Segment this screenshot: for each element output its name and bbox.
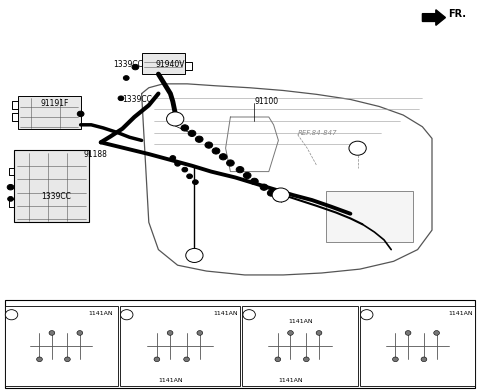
Circle shape bbox=[64, 357, 70, 362]
Text: b: b bbox=[355, 144, 360, 153]
Text: b: b bbox=[125, 312, 129, 317]
Circle shape bbox=[243, 172, 251, 179]
Text: 1141AN: 1141AN bbox=[213, 312, 238, 316]
Circle shape bbox=[236, 167, 244, 173]
Bar bbox=[326, 191, 413, 242]
Text: REF.84-847: REF.84-847 bbox=[298, 129, 337, 136]
Text: d: d bbox=[278, 190, 283, 200]
Text: 91191F: 91191F bbox=[41, 99, 69, 108]
Circle shape bbox=[205, 142, 213, 148]
Circle shape bbox=[195, 136, 203, 142]
Circle shape bbox=[77, 331, 83, 335]
Circle shape bbox=[434, 331, 440, 335]
Text: 1339CC: 1339CC bbox=[122, 95, 152, 104]
Text: a: a bbox=[10, 312, 13, 317]
Circle shape bbox=[8, 197, 13, 201]
Circle shape bbox=[49, 331, 55, 335]
Circle shape bbox=[170, 156, 176, 160]
Circle shape bbox=[192, 180, 198, 184]
Circle shape bbox=[181, 125, 189, 131]
Text: 1141AN: 1141AN bbox=[288, 319, 312, 324]
Bar bbox=[142, 53, 185, 74]
Text: 1141AN: 1141AN bbox=[158, 378, 183, 383]
Circle shape bbox=[174, 119, 181, 125]
Circle shape bbox=[123, 76, 129, 80]
Circle shape bbox=[118, 96, 124, 101]
Circle shape bbox=[182, 167, 188, 172]
Circle shape bbox=[316, 331, 322, 335]
Circle shape bbox=[227, 160, 234, 166]
Circle shape bbox=[360, 310, 373, 320]
Circle shape bbox=[167, 331, 173, 335]
Circle shape bbox=[288, 331, 293, 335]
Bar bbox=[5, 306, 118, 386]
Circle shape bbox=[275, 195, 282, 201]
Circle shape bbox=[36, 357, 42, 362]
Circle shape bbox=[187, 174, 192, 179]
Text: a: a bbox=[173, 114, 178, 124]
Circle shape bbox=[77, 111, 84, 117]
Text: 91188: 91188 bbox=[84, 149, 108, 159]
Circle shape bbox=[154, 357, 160, 362]
Bar bbox=[18, 96, 81, 129]
Circle shape bbox=[260, 184, 268, 190]
Circle shape bbox=[219, 154, 227, 160]
Circle shape bbox=[251, 178, 258, 184]
Bar bbox=[360, 306, 475, 386]
Text: 91100: 91100 bbox=[254, 97, 278, 106]
Circle shape bbox=[212, 148, 220, 154]
Text: FR.: FR. bbox=[448, 9, 466, 20]
Text: d: d bbox=[365, 312, 369, 317]
Circle shape bbox=[120, 310, 133, 320]
Circle shape bbox=[167, 112, 184, 126]
Text: 1141AN: 1141AN bbox=[88, 312, 113, 316]
Circle shape bbox=[175, 161, 180, 166]
Text: 91940V: 91940V bbox=[156, 60, 185, 69]
Circle shape bbox=[7, 184, 14, 190]
Circle shape bbox=[393, 357, 398, 362]
Circle shape bbox=[197, 331, 203, 335]
Text: c: c bbox=[247, 312, 251, 317]
Text: 1339CC: 1339CC bbox=[41, 192, 71, 202]
Polygon shape bbox=[422, 10, 445, 25]
Text: 1141AN: 1141AN bbox=[448, 312, 473, 316]
Bar bbox=[5, 300, 475, 388]
Bar bbox=[120, 306, 240, 386]
Circle shape bbox=[243, 310, 255, 320]
Circle shape bbox=[272, 188, 289, 202]
Circle shape bbox=[405, 331, 411, 335]
Bar bbox=[242, 306, 358, 386]
Circle shape bbox=[275, 357, 281, 362]
Text: c: c bbox=[192, 251, 196, 260]
Circle shape bbox=[188, 130, 196, 136]
Text: 1141AN: 1141AN bbox=[278, 378, 303, 383]
Circle shape bbox=[267, 190, 275, 196]
Bar bbox=[14, 150, 89, 222]
Circle shape bbox=[132, 64, 139, 70]
Circle shape bbox=[186, 248, 203, 262]
Circle shape bbox=[5, 310, 18, 320]
Circle shape bbox=[184, 357, 190, 362]
Text: 1339CC: 1339CC bbox=[113, 60, 143, 69]
Circle shape bbox=[303, 357, 309, 362]
Circle shape bbox=[421, 357, 427, 362]
Circle shape bbox=[349, 141, 366, 155]
